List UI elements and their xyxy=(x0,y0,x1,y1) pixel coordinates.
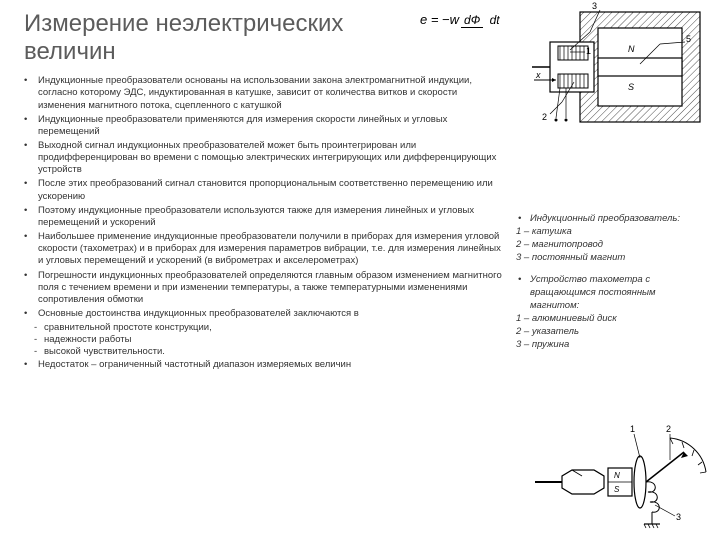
label-S: S xyxy=(628,82,634,92)
diagram-tachometer: N S 1 2 3 xyxy=(530,420,710,540)
formula-lead: e = −w xyxy=(420,12,459,27)
legend-item: 1 – катушка xyxy=(516,226,704,239)
bullet: Поэтому индукционные преобразователи исп… xyxy=(24,205,504,229)
formula: e = −w dФ dt xyxy=(420,12,505,27)
right-heading-1: Индукционный преобразователь: xyxy=(514,213,704,226)
right-column: Индукционный преобразователь: 1 – катушк… xyxy=(514,213,704,373)
formula-numerator: dФ xyxy=(461,13,483,28)
bullet-tail: Недостаток – ограниченный частотный диап… xyxy=(24,359,504,371)
label-N: N xyxy=(628,44,635,54)
legend-item: 1 – алюминиевый диск xyxy=(516,313,704,326)
bullet: Наибольшее применение индукционные преоб… xyxy=(24,231,504,267)
formula-denominator: dt xyxy=(487,13,503,27)
diagram-inductive-transducer: x 3 5 N S 2 1 xyxy=(530,2,710,132)
label-x: x xyxy=(535,70,541,80)
sub-bullet: сравнительной простоте конструкции, xyxy=(34,322,504,334)
label-b2: 2 xyxy=(666,424,671,434)
bullet: Индукционные преобразователи основаны на… xyxy=(24,75,504,111)
label-1: 1 xyxy=(586,46,591,56)
bullet: Основные достоинства индукционных преобр… xyxy=(24,308,504,320)
label-N2: N xyxy=(614,471,620,480)
label-b3: 3 xyxy=(676,512,681,522)
label-b1: 1 xyxy=(630,424,635,434)
label-S2: S xyxy=(614,485,620,494)
legend-item: 2 – указатель xyxy=(516,326,704,339)
label-3: 3 xyxy=(592,2,597,11)
legend-item: 3 – постоянный магнит xyxy=(516,252,704,265)
bullet: Индукционные преобразователи применяются… xyxy=(24,114,504,138)
label-2: 2 xyxy=(542,112,547,122)
bullet: Выходной сигнал индукционных преобразова… xyxy=(24,140,504,176)
legend-item: 2 – магнитопровод xyxy=(516,239,704,252)
sub-bullet: надежности работы xyxy=(34,334,504,346)
main-bullets: Индукционные преобразователи основаны на… xyxy=(24,75,504,373)
slide-title: Измерение неэлектрических величин xyxy=(24,10,404,65)
legend-item: 3 – пружина xyxy=(516,339,704,352)
bullet: После этих преобразований сигнал станови… xyxy=(24,178,504,202)
formula-fraction: dФ dt xyxy=(461,13,503,27)
label-5: 5 xyxy=(686,34,691,44)
bullet: Погрешности индукционных преобразователе… xyxy=(24,270,504,306)
sub-bullet: высокой чувствительности. xyxy=(34,346,504,358)
right-heading-2: Устройство тахометра с вращающимся посто… xyxy=(514,274,704,312)
